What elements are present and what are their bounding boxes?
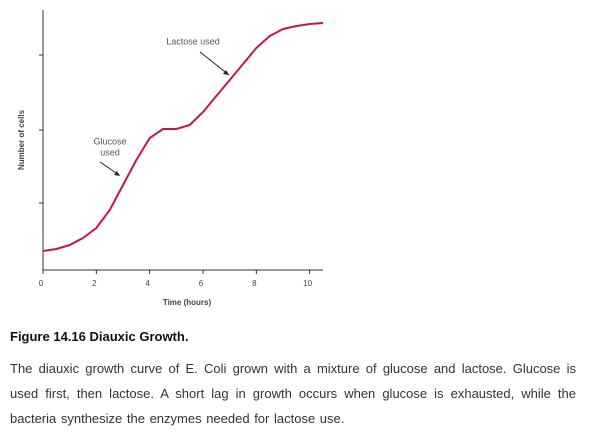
x-tick-label: 10: [303, 279, 312, 288]
x-tick-label: 4: [145, 279, 150, 288]
caption-text: The diauxic growth curve of E. Coli grow…: [10, 361, 576, 426]
annotation: Glucose: [93, 136, 126, 146]
x-tick-label: 2: [92, 279, 97, 288]
x-tick-label: 6: [199, 279, 204, 288]
y-axis-label: Number of cells: [17, 109, 26, 170]
annotation: Lactose used: [166, 36, 220, 46]
x-axis-label: Time (hours): [163, 298, 212, 307]
growth-curve: [42, 22, 324, 252]
annotation: used: [100, 147, 120, 157]
chart: Time (hours) Number of cells 0 2 4 6 8 10 Lact…: [17, 10, 324, 307]
arrowhead: [114, 171, 120, 176]
caption-title: Figure 14.16 Diauxic Growth.: [10, 329, 189, 344]
arrow: [199, 51, 230, 76]
x-tick-label: 8: [252, 279, 257, 288]
x-tick-label: 0: [39, 279, 44, 288]
arrowhead: [223, 70, 229, 75]
